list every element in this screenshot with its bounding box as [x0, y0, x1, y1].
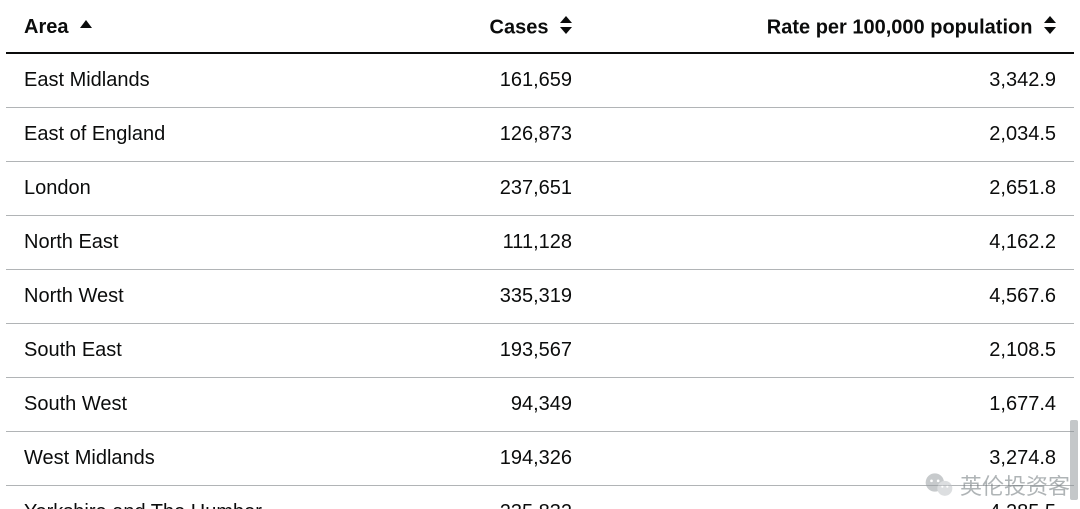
column-header-cases[interactable]: Cases: [414, 4, 590, 53]
sort-asc-icon: [80, 17, 92, 40]
cell-cases: 111,128: [414, 216, 590, 270]
table-row: East Midlands 161,659 3,342.9: [6, 53, 1074, 108]
cell-area: South East: [6, 324, 414, 378]
cell-rate: 1,677.4: [590, 378, 1074, 432]
cell-rate: 4,285.5: [590, 486, 1074, 509]
table-row: East of England 126,873 2,034.5: [6, 108, 1074, 162]
cases-by-area-table: Area Cases Rate per 100,000 pop: [6, 4, 1074, 509]
column-header-area[interactable]: Area: [6, 4, 414, 53]
cell-rate: 3,274.8: [590, 432, 1074, 486]
table-header-row: Area Cases Rate per 100,000 pop: [6, 4, 1074, 53]
cell-area: North West: [6, 270, 414, 324]
column-header-cases-label: Cases: [490, 16, 549, 38]
cell-cases: 94,349: [414, 378, 590, 432]
table-row: North West 335,319 4,567.6: [6, 270, 1074, 324]
sort-both-icon: [560, 16, 572, 40]
page-root: Area Cases Rate per 100,000 pop: [0, 0, 1080, 509]
cell-rate: 3,342.9: [590, 53, 1074, 108]
table-row: West Midlands 194,326 3,274.8: [6, 432, 1074, 486]
table-row: North East 111,128 4,162.2: [6, 216, 1074, 270]
cell-area: East of England: [6, 108, 414, 162]
cell-area: Yorkshire and The Humber: [6, 486, 414, 509]
cell-cases: 193,567: [414, 324, 590, 378]
cell-cases: 194,326: [414, 432, 590, 486]
cell-area: West Midlands: [6, 432, 414, 486]
table-body: East Midlands 161,659 3,342.9 East of En…: [6, 53, 1074, 509]
cell-cases: 335,319: [414, 270, 590, 324]
cell-rate: 4,162.2: [590, 216, 1074, 270]
column-header-rate-label: Rate per 100,000 population: [767, 16, 1033, 38]
cell-cases: 161,659: [414, 53, 590, 108]
cell-cases: 237,651: [414, 162, 590, 216]
table-row: London 237,651 2,651.8: [6, 162, 1074, 216]
table-row: South West 94,349 1,677.4: [6, 378, 1074, 432]
cell-rate: 2,108.5: [590, 324, 1074, 378]
table-row: South East 193,567 2,108.5: [6, 324, 1074, 378]
table-row: Yorkshire and The Humber 235,832 4,285.5: [6, 486, 1074, 509]
scrollbar-thumb[interactable]: [1070, 420, 1078, 500]
sort-both-icon: [1044, 16, 1056, 40]
column-header-rate[interactable]: Rate per 100,000 population: [590, 4, 1074, 53]
column-header-area-label: Area: [24, 16, 68, 38]
cell-area: London: [6, 162, 414, 216]
cell-rate: 2,034.5: [590, 108, 1074, 162]
cell-area: North East: [6, 216, 414, 270]
cell-cases: 235,832: [414, 486, 590, 509]
cell-rate: 2,651.8: [590, 162, 1074, 216]
cell-cases: 126,873: [414, 108, 590, 162]
cell-area: East Midlands: [6, 53, 414, 108]
cell-rate: 4,567.6: [590, 270, 1074, 324]
cell-area: South West: [6, 378, 414, 432]
